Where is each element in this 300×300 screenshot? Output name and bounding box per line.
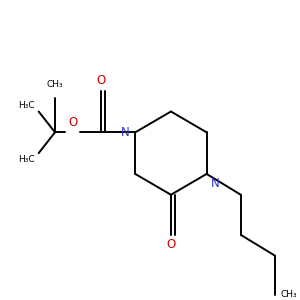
Text: H₃C: H₃C bbox=[18, 101, 35, 110]
Text: O: O bbox=[68, 116, 77, 129]
Text: O: O bbox=[166, 238, 176, 251]
Text: CH₃: CH₃ bbox=[280, 290, 297, 299]
Text: N: N bbox=[211, 177, 220, 190]
Text: CH₃: CH₃ bbox=[47, 80, 63, 89]
Text: N: N bbox=[121, 126, 130, 139]
Text: O: O bbox=[97, 74, 106, 87]
Text: H₃C: H₃C bbox=[18, 154, 35, 164]
